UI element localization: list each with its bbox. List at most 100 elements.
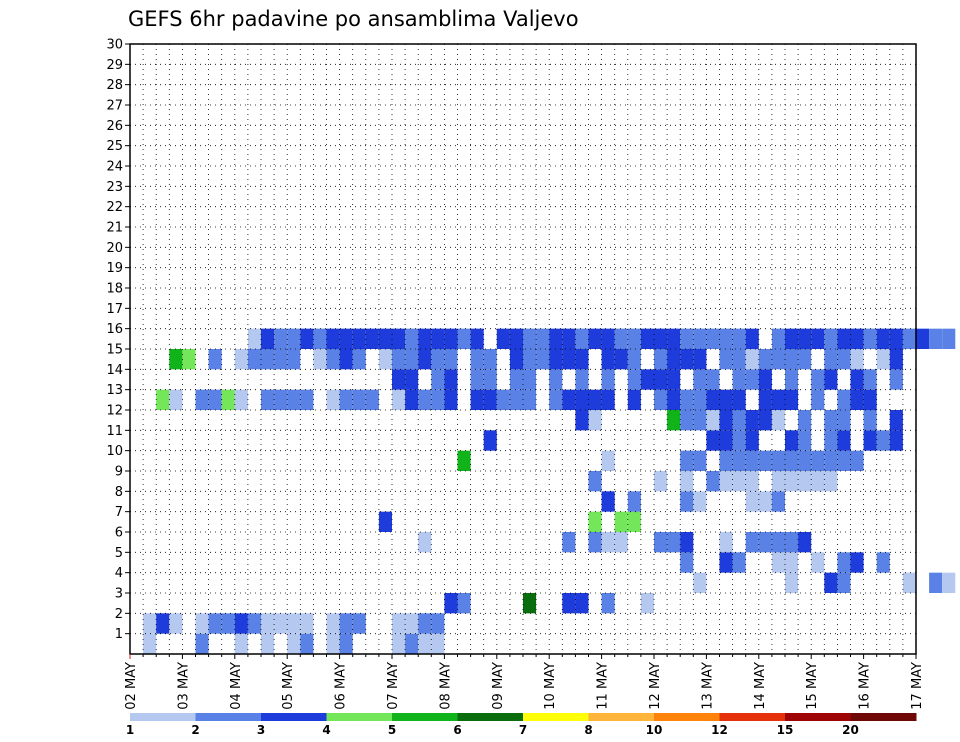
precip-cell <box>811 369 825 390</box>
x-axis: 02 MAY 03 MAY 04 MAY 05 MAY 06 MAY 07 MAY 08 M… <box>124 654 925 710</box>
colorbar-label: 10 <box>646 723 663 737</box>
precip-cell <box>824 328 838 349</box>
precip-cell <box>247 613 261 634</box>
precip-cell <box>693 491 707 512</box>
precip-cell <box>889 430 903 451</box>
colorbar-label: 4 <box>322 723 330 737</box>
precip-cell <box>889 410 903 431</box>
precip-cell <box>798 328 812 349</box>
colorbar-segment <box>195 713 262 721</box>
precip-cell <box>143 613 157 634</box>
precip-cell <box>261 633 275 654</box>
precip-cell <box>916 328 930 349</box>
precip-cell <box>274 328 288 349</box>
x-tick-label: 16 MAY <box>858 662 873 710</box>
precip-cell <box>523 349 537 370</box>
precip-cell <box>680 410 694 431</box>
precip-cell <box>680 491 694 512</box>
precip-cell <box>378 328 392 349</box>
precip-cell <box>575 328 589 349</box>
precip-cell <box>483 389 497 410</box>
precip-cell <box>706 410 720 431</box>
chart-title: GEFS 6hr padavine po ansamblima Valjevo <box>128 7 579 31</box>
precip-cell <box>549 349 563 370</box>
precip-cell <box>405 328 419 349</box>
y-tick-label: 3 <box>115 587 123 602</box>
precip-cell <box>274 613 288 634</box>
precip-cell <box>745 349 759 370</box>
precip-cell <box>732 349 746 370</box>
precip-cell <box>405 349 419 370</box>
x-tick-label: 15 MAY <box>805 662 820 710</box>
precip-cell <box>156 389 170 410</box>
precip-cell <box>313 349 327 370</box>
y-tick-label: 30 <box>106 38 123 53</box>
precip-cell <box>444 389 458 410</box>
precip-cell <box>562 328 576 349</box>
precip-cell <box>601 532 615 553</box>
x-tick-label: 08 MAY <box>438 662 453 710</box>
precip-cell <box>523 593 537 614</box>
precip-cell <box>378 511 392 532</box>
colorbar-segment <box>523 713 589 721</box>
precip-cell <box>693 410 707 431</box>
precip-cell <box>352 349 366 370</box>
precip-cell <box>640 593 654 614</box>
y-tick-label: 12 <box>106 404 123 419</box>
y-tick-label: 19 <box>106 261 123 276</box>
precip-cell <box>850 369 864 390</box>
precip-cell <box>654 349 668 370</box>
precip-cell <box>549 389 563 410</box>
precipitation-cells <box>143 328 956 654</box>
precip-cell <box>667 349 681 370</box>
precip-cell <box>509 349 523 370</box>
y-tick-label: 10 <box>106 444 123 459</box>
precip-cell <box>837 389 851 410</box>
precip-cell <box>719 532 733 553</box>
precip-cell <box>824 572 838 593</box>
precip-cell <box>785 552 799 573</box>
y-tick-label: 7 <box>115 505 123 520</box>
precip-cell <box>300 633 314 654</box>
colorbar-label: 20 <box>842 723 859 737</box>
precip-cell <box>470 349 484 370</box>
precip-cell <box>785 430 799 451</box>
precip-cell <box>392 328 406 349</box>
precip-cell <box>562 389 576 410</box>
precip-cell <box>195 633 209 654</box>
precip-cell <box>601 369 615 390</box>
y-tick-label: 1 <box>115 627 123 642</box>
precip-cell <box>693 389 707 410</box>
precip-cell <box>601 328 615 349</box>
precip-cell <box>771 450 785 471</box>
precip-cell <box>719 389 733 410</box>
precip-cell <box>496 328 510 349</box>
precip-cell <box>889 369 903 390</box>
precip-cell <box>798 471 812 492</box>
y-tick-label: 11 <box>106 424 123 439</box>
precip-cell <box>169 613 183 634</box>
precip-cell <box>431 613 445 634</box>
precip-cell <box>863 410 877 431</box>
y-tick-label: 5 <box>115 546 123 561</box>
precip-cell <box>850 450 864 471</box>
precip-cell <box>837 450 851 471</box>
colorbar-segment <box>457 713 524 721</box>
precip-cell <box>798 450 812 471</box>
precip-cell <box>824 450 838 471</box>
precip-cell <box>889 349 903 370</box>
precip-cell <box>182 349 196 370</box>
precip-cell <box>601 593 615 614</box>
precip-cell <box>588 532 602 553</box>
precip-cell <box>876 328 890 349</box>
precip-cell <box>444 349 458 370</box>
precip-cell <box>444 593 458 614</box>
y-tick-label: 4 <box>115 566 123 581</box>
precip-cell <box>667 328 681 349</box>
precip-cell <box>732 328 746 349</box>
precip-cell <box>719 552 733 573</box>
precip-cell <box>942 572 956 593</box>
precip-cell <box>850 328 864 349</box>
precip-cell <box>457 328 471 349</box>
precip-cell <box>824 410 838 431</box>
